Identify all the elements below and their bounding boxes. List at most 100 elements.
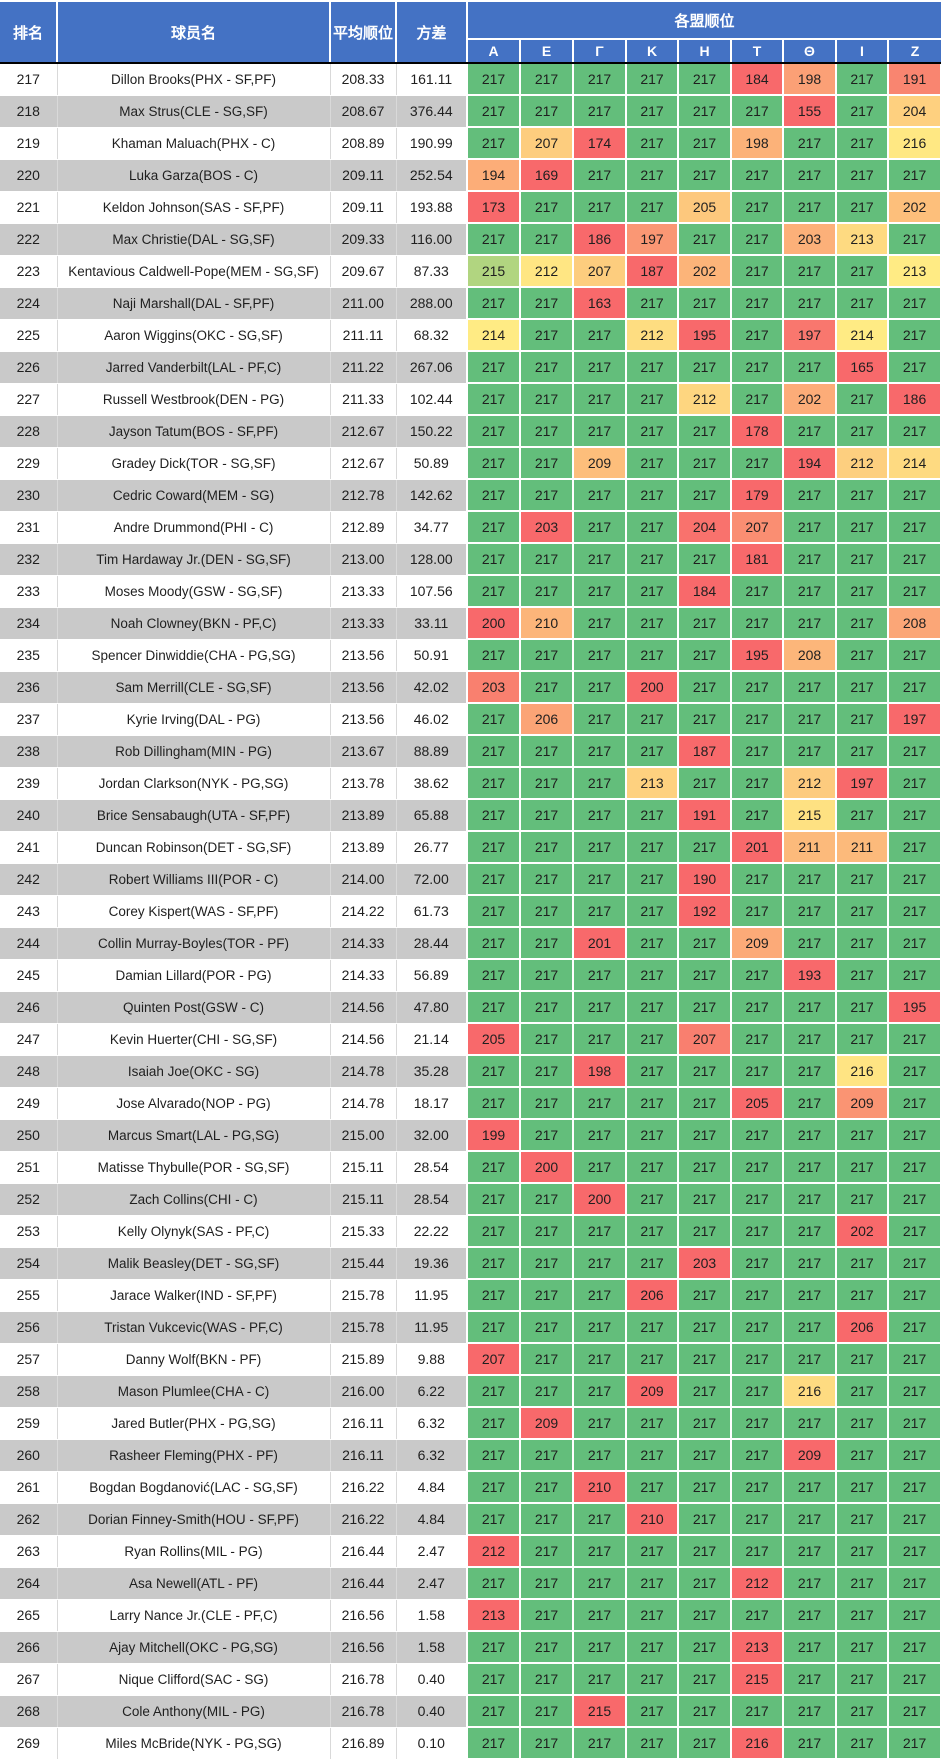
league-rank-cell[interactable]: 217 xyxy=(730,1150,784,1184)
league-rank-cell[interactable]: 217 xyxy=(677,766,732,800)
avg-cell[interactable]: 215.33 xyxy=(330,1215,397,1248)
league-rank-cell[interactable]: 217 xyxy=(519,1534,574,1568)
league-rank-cell[interactable]: 217 xyxy=(519,830,574,864)
league-rank-cell[interactable]: 217 xyxy=(782,1342,837,1376)
league-rank-cell[interactable]: 217 xyxy=(677,1310,732,1344)
league-rank-cell[interactable]: 217 xyxy=(625,1438,679,1472)
league-rank-cell[interactable]: 217 xyxy=(730,670,784,704)
league-rank-cell[interactable]: 217 xyxy=(519,926,574,960)
league-rank-cell[interactable]: 217 xyxy=(572,766,627,800)
league-rank-cell[interactable]: 208 xyxy=(886,606,941,640)
league-rank-cell[interactable]: 217 xyxy=(625,1406,679,1440)
league-rank-cell[interactable]: 217 xyxy=(466,1438,521,1472)
league-rank-cell[interactable]: 217 xyxy=(625,830,679,864)
avg-cell[interactable]: 212.67 xyxy=(330,447,397,480)
column-header-league-e[interactable]: E xyxy=(519,38,574,64)
avg-cell[interactable]: 216.78 xyxy=(330,1663,397,1696)
avg-cell[interactable]: 216.11 xyxy=(330,1439,397,1472)
league-rank-cell[interactable]: 212 xyxy=(677,382,732,416)
avg-cell[interactable]: 213.89 xyxy=(330,831,397,864)
league-rank-cell[interactable]: 217 xyxy=(886,1566,941,1600)
league-rank-cell[interactable]: 217 xyxy=(886,766,941,800)
league-rank-cell[interactable]: 217 xyxy=(625,1470,679,1504)
league-rank-cell[interactable]: 214 xyxy=(835,318,889,352)
avg-cell[interactable]: 213.56 xyxy=(330,671,397,704)
league-rank-cell[interactable]: 217 xyxy=(835,1502,889,1536)
var-cell[interactable]: 34.77 xyxy=(396,511,468,544)
avg-cell[interactable]: 208.89 xyxy=(330,127,397,160)
rank-cell[interactable]: 254 xyxy=(0,1247,58,1280)
league-rank-cell[interactable]: 217 xyxy=(466,414,521,448)
league-rank-cell[interactable]: 211 xyxy=(835,830,889,864)
league-rank-cell[interactable]: 217 xyxy=(466,638,521,672)
league-rank-cell[interactable]: 217 xyxy=(625,510,679,544)
league-rank-cell[interactable]: 217 xyxy=(519,1342,574,1376)
league-rank-cell[interactable]: 217 xyxy=(835,1118,889,1152)
var-cell[interactable]: 252.54 xyxy=(396,159,468,192)
player-cell[interactable]: Kentavious Caldwell-Pope(MEM - SG,SF) xyxy=(57,255,331,288)
var-cell[interactable]: 11.95 xyxy=(396,1279,468,1312)
league-rank-cell[interactable]: 217 xyxy=(835,702,889,736)
league-rank-cell[interactable]: 217 xyxy=(782,606,837,640)
league-rank-cell[interactable]: 217 xyxy=(466,1470,521,1504)
league-rank-cell[interactable]: 217 xyxy=(625,1118,679,1152)
league-rank-cell[interactable]: 217 xyxy=(572,542,627,576)
league-rank-cell[interactable]: 215 xyxy=(466,254,521,288)
avg-cell[interactable]: 216.44 xyxy=(330,1535,397,1568)
league-rank-cell[interactable]: 204 xyxy=(677,510,732,544)
league-rank-cell[interactable]: 217 xyxy=(835,798,889,832)
league-rank-cell[interactable]: 203 xyxy=(782,222,837,256)
var-cell[interactable]: 2.47 xyxy=(396,1535,468,1568)
avg-cell[interactable]: 215.11 xyxy=(330,1183,397,1216)
league-rank-cell[interactable]: 217 xyxy=(886,1214,941,1248)
league-rank-cell[interactable]: 217 xyxy=(730,1502,784,1536)
league-rank-cell[interactable]: 217 xyxy=(677,62,732,96)
league-rank-cell[interactable]: 217 xyxy=(625,1726,679,1760)
league-rank-cell[interactable]: 197 xyxy=(886,702,941,736)
league-rank-cell[interactable]: 209 xyxy=(572,446,627,480)
league-rank-cell[interactable]: 217 xyxy=(466,446,521,480)
column-header-league-theta[interactable]: Θ xyxy=(782,38,837,64)
league-rank-cell[interactable]: 217 xyxy=(625,574,679,608)
league-rank-cell[interactable]: 217 xyxy=(730,1278,784,1312)
league-rank-cell[interactable]: 217 xyxy=(466,702,521,736)
league-rank-cell[interactable]: 217 xyxy=(730,702,784,736)
player-cell[interactable]: Spencer Dinwiddie(CHA - PG,SG) xyxy=(57,639,331,672)
player-cell[interactable]: Aaron Wiggins(OKC - SG,SF) xyxy=(57,319,331,352)
player-cell[interactable]: Miles McBride(NYK - PG,SG) xyxy=(57,1727,331,1760)
league-rank-cell[interactable]: 217 xyxy=(886,1086,941,1120)
league-rank-cell[interactable]: 206 xyxy=(519,702,574,736)
league-rank-cell[interactable]: 217 xyxy=(625,1566,679,1600)
league-rank-cell[interactable]: 217 xyxy=(886,1438,941,1472)
league-rank-cell[interactable]: 217 xyxy=(466,766,521,800)
league-rank-cell[interactable]: 217 xyxy=(886,958,941,992)
player-cell[interactable]: Khaman Maluach(PHX - C) xyxy=(57,127,331,160)
var-cell[interactable]: 4.84 xyxy=(396,1471,468,1504)
league-rank-cell[interactable]: 217 xyxy=(886,478,941,512)
league-rank-cell[interactable]: 202 xyxy=(782,382,837,416)
player-cell[interactable]: Matisse Thybulle(POR - SG,SF) xyxy=(57,1151,331,1184)
league-rank-cell[interactable]: 217 xyxy=(519,958,574,992)
player-cell[interactable]: Jarred Vanderbilt(LAL - PF,C) xyxy=(57,351,331,384)
league-rank-cell[interactable]: 217 xyxy=(782,1118,837,1152)
league-rank-cell[interactable]: 217 xyxy=(782,1662,837,1696)
league-rank-cell[interactable]: 217 xyxy=(886,574,941,608)
rank-cell[interactable]: 253 xyxy=(0,1215,58,1248)
var-cell[interactable]: 107.56 xyxy=(396,575,468,608)
league-rank-cell[interactable]: 217 xyxy=(625,1310,679,1344)
league-rank-cell[interactable]: 217 xyxy=(466,510,521,544)
league-rank-cell[interactable]: 217 xyxy=(886,670,941,704)
var-cell[interactable]: 267.06 xyxy=(396,351,468,384)
league-rank-cell[interactable]: 217 xyxy=(519,990,574,1024)
player-cell[interactable]: Moses Moody(GSW - SG,SF) xyxy=(57,575,331,608)
league-rank-cell[interactable]: 217 xyxy=(677,94,732,128)
league-rank-cell[interactable]: 217 xyxy=(835,254,889,288)
league-rank-cell[interactable]: 217 xyxy=(835,1726,889,1760)
league-rank-cell[interactable]: 217 xyxy=(782,574,837,608)
league-rank-cell[interactable]: 217 xyxy=(572,318,627,352)
league-rank-cell[interactable]: 217 xyxy=(730,862,784,896)
avg-cell[interactable]: 211.11 xyxy=(330,319,397,352)
league-rank-cell[interactable]: 217 xyxy=(730,1406,784,1440)
avg-cell[interactable]: 214.78 xyxy=(330,1087,397,1120)
league-rank-cell[interactable]: 191 xyxy=(677,798,732,832)
